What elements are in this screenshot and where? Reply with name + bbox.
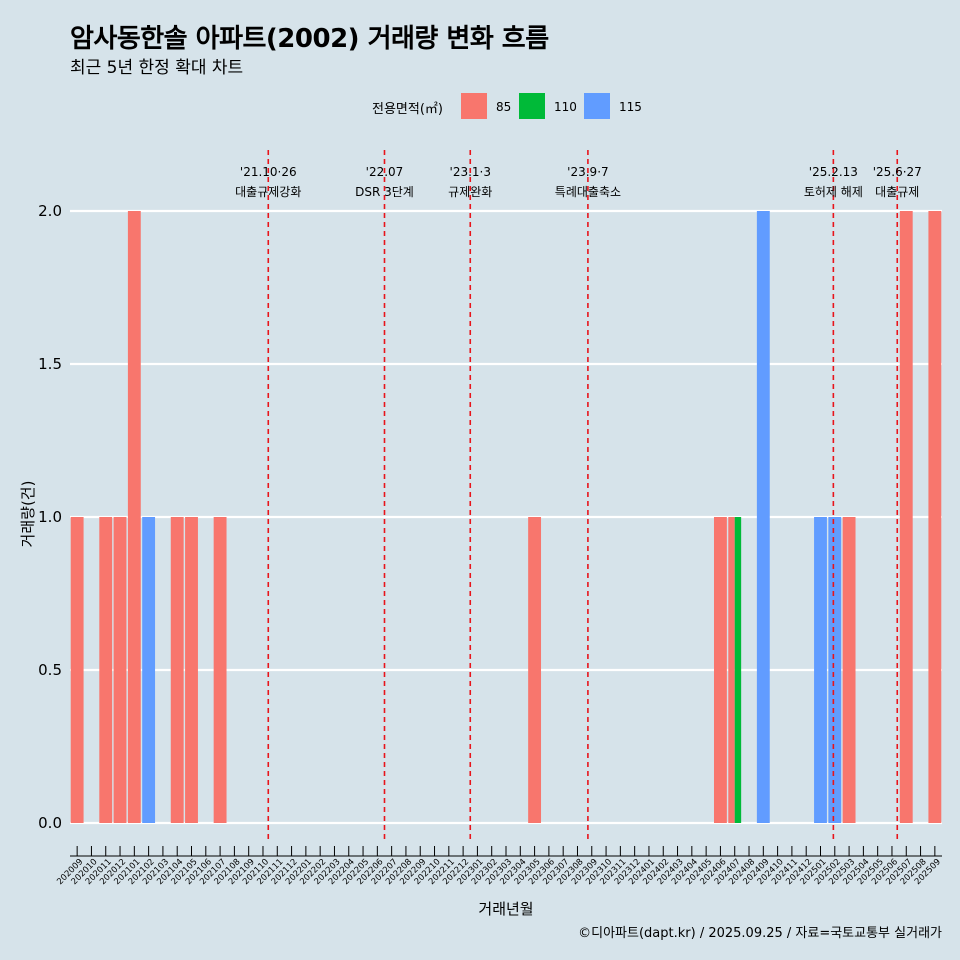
event-name-label: DSR 3단계 [355,185,414,199]
bar [899,211,913,823]
legend-key-115 [584,93,610,119]
event-date-label: '21.10·26 [240,165,297,179]
bar [756,211,770,823]
event-name-label: 대출규제강화 [235,185,301,199]
event-name-label: 특례대출축소 [555,185,621,199]
bar [728,517,735,823]
y-tick-label: 1.5 [38,355,62,373]
legend-label-115: 115 [619,100,642,114]
y-tick-label: 0.5 [38,661,62,679]
legend: 전용면적(㎡) 85 110 115 [0,93,960,121]
event-date-label: '22.07 [366,165,404,179]
x-axis-title: 거래년월 [478,900,533,918]
legend-title: 전용면적(㎡) [372,102,443,117]
event-name-label: 대출규제 [875,185,919,199]
bar [928,211,942,823]
bar [99,517,113,823]
event-date-label: '23.9·7 [567,165,608,179]
event-date-label: '25.6·27 [873,165,922,179]
bar [185,517,198,823]
bar [142,517,156,823]
chart-subtitle: 최근 5년 한정 확대 차트 [70,58,244,78]
bar [170,517,184,823]
legend-label-110: 110 [554,100,577,114]
chart-title: 암사동한솔 아파트(2002) 거래량 변화 흐름 [70,24,549,54]
legend-key-85 [461,93,487,119]
bar [127,211,141,823]
event-name-label: 토허제 해제 [804,185,863,199]
bar [113,517,127,823]
y-axis-title: 거래량(건) [19,481,37,548]
event-name-label: 규제완화 [448,185,492,199]
bar [213,517,227,823]
bar [734,517,742,823]
y-tick-label: 2.0 [38,202,62,220]
event-date-label: '23.1·3 [450,165,491,179]
bar [713,517,727,823]
y-tick-label: 1.0 [38,508,62,526]
bar [70,517,84,823]
legend-label-85: 85 [496,100,512,114]
source-caption: ©디아파트(dapt.kr) / 2025.09.25 / 자료=국토교통부 실… [578,926,942,941]
bar [828,517,842,823]
bar [814,517,827,823]
y-tick-label: 0.0 [38,814,62,832]
legend-key-110 [519,93,545,119]
bar [842,517,856,823]
bar [528,517,542,823]
event-date-label: '25.2.13 [809,165,858,179]
